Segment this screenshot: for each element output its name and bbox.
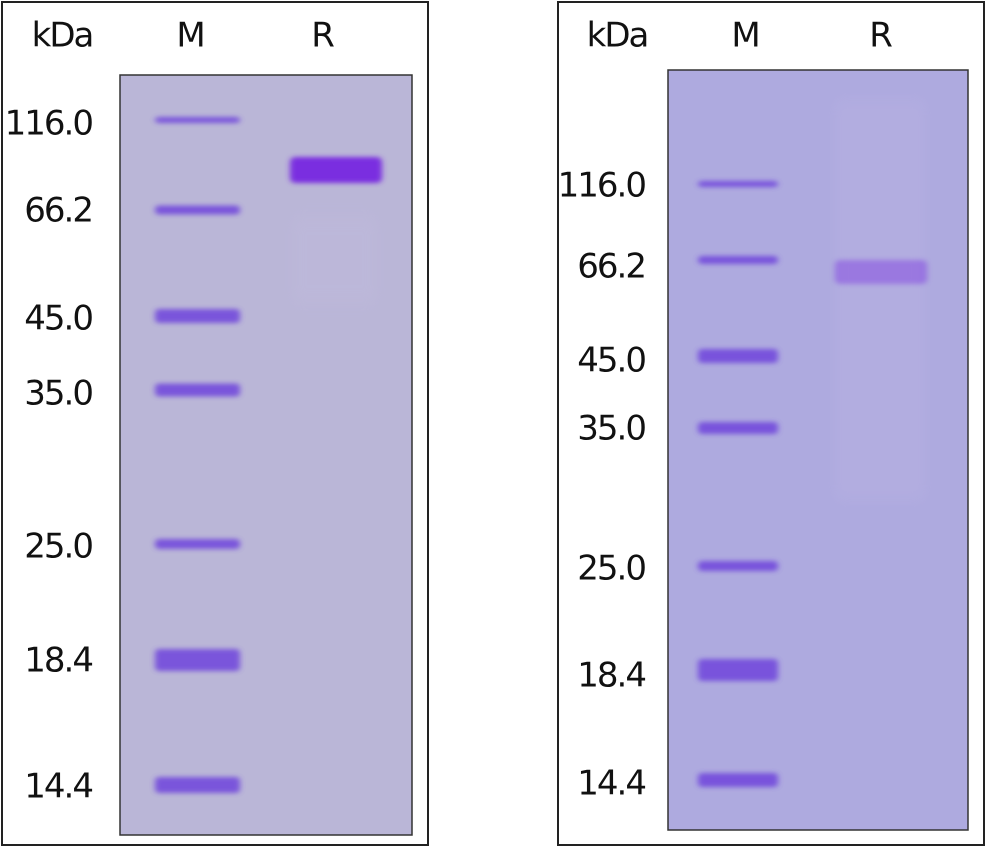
marker-label: 66.2 (24, 191, 92, 231)
lane-label: M (176, 16, 203, 56)
marker-band (155, 117, 240, 123)
marker-band (698, 659, 778, 681)
marker-band (698, 422, 778, 434)
marker-label: 25.0 (577, 549, 645, 589)
marker-label: 14.4 (24, 767, 92, 807)
marker-band (155, 539, 240, 549)
marker-band (698, 181, 778, 187)
lane-label: R (311, 16, 334, 56)
marker-label: 45.0 (577, 341, 645, 381)
marker-band (698, 256, 778, 264)
marker-band (155, 777, 240, 793)
marker-label: 25.0 (24, 527, 92, 567)
sample-band (835, 100, 925, 500)
marker-label: 116.0 (5, 104, 93, 144)
marker-band (155, 205, 240, 215)
lane-label: M (731, 16, 758, 56)
marker-label: 18.4 (24, 641, 92, 681)
marker-band (698, 561, 778, 571)
marker-label: 116.0 (558, 166, 646, 206)
marker-label: 35.0 (577, 409, 645, 449)
marker-label: 35.0 (24, 374, 92, 414)
unit-label: kDa (32, 16, 93, 56)
marker-band (698, 349, 778, 363)
marker-band (155, 649, 240, 671)
marker-label: 66.2 (577, 247, 645, 287)
gel (119, 74, 413, 836)
marker-band (698, 773, 778, 787)
lane-label: R (869, 16, 892, 56)
marker-label: 45.0 (24, 299, 92, 339)
sample-band (290, 157, 382, 183)
marker-band (155, 309, 240, 323)
marker-label: 14.4 (577, 764, 645, 804)
annotations: kDa M R 116.0 66.2 45.0 35.0 25.0 18.4 14.4 kDa M R 1… (5, 16, 927, 807)
marker-label: 18.4 (577, 656, 645, 696)
unit-label: kDa (587, 16, 648, 56)
marker-band (155, 383, 240, 397)
sample-band (292, 215, 377, 305)
